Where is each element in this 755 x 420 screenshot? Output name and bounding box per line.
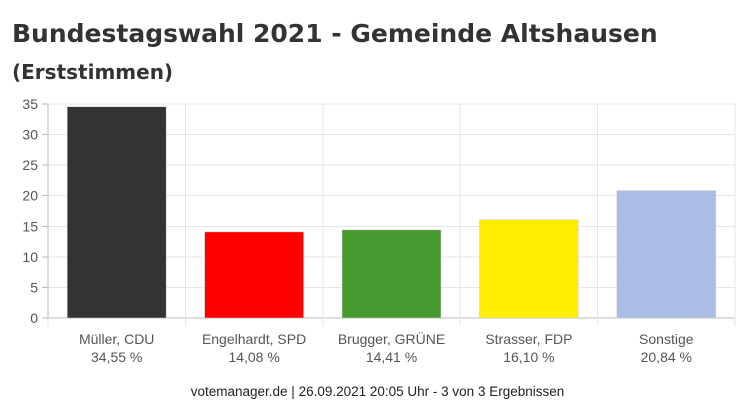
y-tick-label: 15	[22, 218, 38, 234]
y-tick-label: 20	[22, 188, 38, 204]
x-category-label: Brugger, GRÜNE	[338, 330, 445, 347]
label-layer: 0 5 10 15 20 25 30 35 Müller, CDU 34,55 % Engelhar…	[22, 96, 693, 365]
y-tick-label: 35	[22, 96, 38, 112]
x-category-label: Müller, CDU	[79, 331, 154, 347]
bar-3	[479, 219, 579, 319]
y-tick-label: 5	[30, 279, 38, 295]
y-tick-label: 10	[22, 249, 38, 265]
axis-layer	[42, 103, 49, 319]
bar-0	[66, 106, 167, 319]
x-value-label: 34,55 %	[91, 349, 142, 365]
x-value-label: 14,41 %	[366, 349, 417, 365]
chart-subtitle: (Erststimmen)	[12, 60, 174, 84]
bar-2	[341, 229, 442, 319]
y-tick-label: 25	[22, 157, 38, 173]
footer-source: votemanager.de | 26.09.2021 20:05 Uhr - …	[190, 384, 565, 399]
bar-1	[204, 231, 304, 319]
x-value-label: 20,84 %	[641, 349, 692, 365]
bar-layer	[66, 106, 717, 319]
bar-chart: 0 5 10 15 20 25 30 35 Müller, CDU 34,55 % Engelhar…	[22, 96, 736, 365]
y-tick-label: 30	[22, 127, 38, 143]
chart-title: Bundestagswahl 2021 - Gemeinde Altshause…	[12, 19, 658, 48]
y-tick-label: 0	[30, 310, 38, 326]
x-value-label: 16,10 %	[503, 349, 554, 365]
x-category-label: Engelhardt, SPD	[202, 331, 306, 347]
bar-4	[616, 190, 717, 319]
x-value-label: 14,08 %	[228, 349, 279, 365]
x-category-label: Strasser, FDP	[485, 331, 572, 347]
x-category-label: Sonstige	[639, 331, 694, 347]
